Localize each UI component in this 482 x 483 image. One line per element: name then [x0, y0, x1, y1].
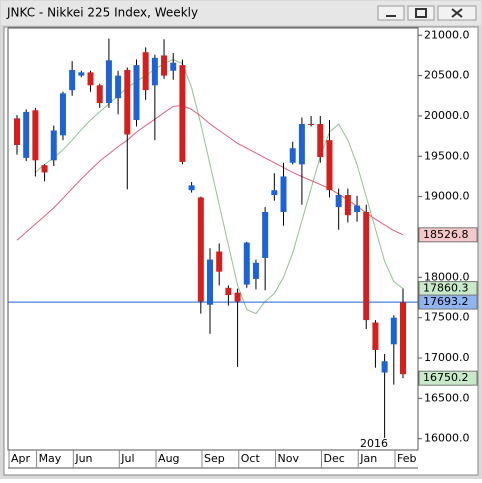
candle-body: [32, 110, 39, 161]
y-tick-label: 16000.0: [424, 432, 470, 445]
candle-body: [179, 65, 186, 162]
candle-body: [105, 60, 112, 104]
candle-body: [78, 72, 85, 76]
candle-body: [354, 205, 361, 212]
candle-body: [50, 130, 57, 161]
candle-body: [151, 57, 158, 86]
price-label-box: [418, 227, 478, 243]
maximize-button[interactable]: [407, 5, 435, 21]
candle-body: [335, 195, 342, 208]
minimize-button[interactable]: [377, 5, 405, 21]
candle-body: [234, 292, 241, 302]
price-label: 18526.8: [423, 228, 469, 241]
candle-body: [207, 259, 213, 305]
price-label-box: [418, 370, 478, 386]
candle-body: [23, 111, 30, 158]
candle-body: [59, 93, 66, 136]
y-tick-label: 20500.0: [424, 69, 470, 82]
annotation: 2016: [360, 437, 388, 450]
window-title: JNKC - Nikkei 225 Index, Weekly: [6, 6, 198, 20]
x-tick-label: Dec: [323, 452, 344, 465]
candle-body: [197, 197, 204, 302]
candle-body: [87, 72, 94, 86]
y-tick-label: 21000.0: [424, 28, 470, 41]
y-tick-label: 16500.0: [424, 391, 470, 404]
plot-area: [7, 27, 419, 451]
y-tick-label: 20000.0: [424, 109, 470, 122]
y-tick-label: 19500.0: [424, 149, 470, 162]
candle-body: [133, 65, 140, 120]
x-tick-label: Nov: [278, 452, 300, 465]
x-tick-label: Sep: [204, 452, 225, 465]
candle-body: [115, 75, 122, 99]
candle-body: [252, 262, 259, 279]
candle-body: [14, 118, 20, 145]
candle-body: [161, 55, 168, 76]
y-tick-label: 17500.0: [424, 311, 470, 324]
candle-body: [142, 52, 149, 91]
window-buttons[interactable]: [377, 5, 477, 21]
candle-body: [289, 148, 296, 163]
candle-body: [317, 124, 324, 158]
candle-body: [372, 322, 379, 350]
price-label: 17860.3: [423, 282, 469, 295]
candle-body: [69, 69, 76, 91]
x-tick-label: Jun: [74, 452, 92, 465]
candle-body: [170, 62, 177, 71]
candle-body: [41, 165, 48, 173]
x-tick-label: Feb: [397, 452, 416, 465]
candle-body: [225, 287, 232, 296]
candle-body: [271, 190, 278, 196]
candle-body: [280, 176, 287, 212]
price-label-box: [418, 294, 478, 310]
candle-body: [243, 242, 250, 285]
y-tick-label: 18000.0: [424, 270, 470, 283]
y-tick-label: 19000.0: [424, 190, 470, 203]
x-tick-label: Oct: [241, 452, 261, 465]
candle-body: [363, 211, 370, 321]
price-label: 17693.2: [423, 295, 469, 308]
x-tick-label: Jan: [359, 452, 377, 465]
price-label: 16750.2: [423, 371, 469, 384]
candle-body: [381, 361, 388, 373]
candle-body: [124, 69, 131, 135]
candle-body: [308, 124, 315, 126]
candle-body: [262, 211, 269, 258]
candle-body: [96, 85, 103, 104]
close-icon: [451, 8, 463, 18]
maximize-icon: [415, 8, 427, 18]
candle-body: [344, 195, 351, 216]
candle-body: [188, 185, 195, 191]
x-tick-label: Aug: [158, 452, 179, 465]
y-tick-label: 17000.0: [424, 351, 470, 364]
x-tick-label: Jul: [120, 452, 134, 465]
candle-body: [298, 124, 305, 165]
candle-body: [390, 317, 397, 345]
candle-body: [216, 251, 223, 272]
candle-body: [400, 302, 406, 375]
candle-body: [326, 140, 333, 191]
moving-average-line: [35, 58, 404, 315]
x-tick-label: Apr: [11, 452, 31, 465]
x-tick-label: May: [39, 452, 62, 465]
